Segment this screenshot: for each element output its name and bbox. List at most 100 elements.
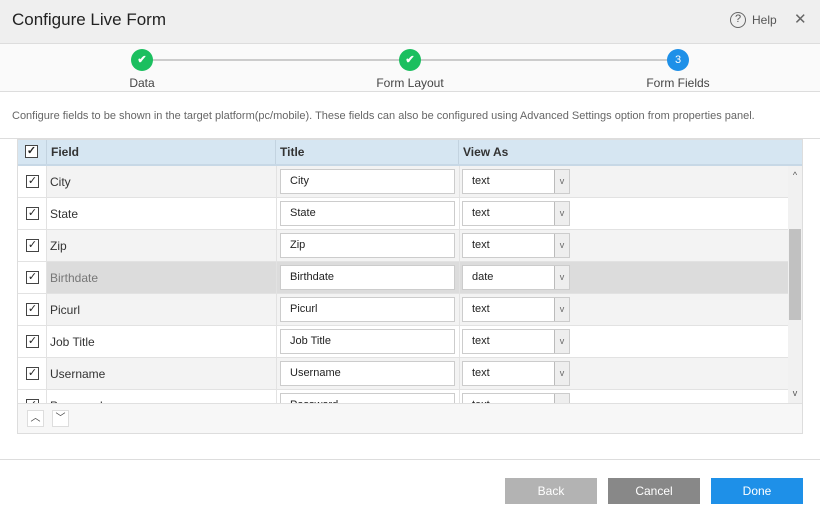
scroll-up-icon[interactable]: ^ (792, 170, 798, 180)
field-name: Password (50, 399, 103, 403)
close-icon[interactable]: ✕ (794, 11, 807, 28)
view-as-value: text (472, 207, 490, 219)
column-divider (459, 198, 460, 229)
divider (0, 138, 820, 139)
table-row[interactable]: ✓ State State text v (18, 198, 788, 230)
column-divider (276, 294, 277, 325)
checkbox-cell: ✓ (18, 262, 47, 293)
table-row[interactable]: ✓ City City text v (18, 166, 788, 198)
title-input[interactable]: Password (280, 393, 455, 403)
view-as-select[interactable]: date v (462, 265, 570, 290)
title-input[interactable]: Picurl (280, 297, 455, 322)
check-icon: ✔ (131, 49, 153, 71)
view-as-select[interactable]: text v (462, 169, 570, 194)
step-label: Form Fields (646, 76, 710, 90)
move-up-button[interactable]: ︿ (27, 410, 44, 427)
view-as-select[interactable]: text v (462, 329, 570, 354)
table-body: ✓ City City text v ✓ State State text v ✓ Zi… (18, 166, 788, 403)
column-title[interactable]: Title (276, 140, 459, 164)
view-as-select[interactable]: text v (462, 201, 570, 226)
scrollbar[interactable]: ^ v (788, 166, 802, 403)
field-name: City (50, 175, 71, 189)
select-all-cell: ✓ (18, 140, 47, 164)
title-input[interactable]: Zip (280, 233, 455, 258)
field-checkbox[interactable]: ✓ (26, 367, 39, 380)
view-as-value: text (472, 303, 490, 315)
checkbox-cell: ✓ (18, 166, 47, 197)
step-label: Form Layout (376, 76, 444, 90)
fields-table: ✓ Field Title View As ✓ City City text v ✓… (17, 139, 803, 434)
chevron-down-icon[interactable]: v (554, 234, 569, 257)
view-as-value: text (472, 367, 490, 379)
view-as-value: text (472, 335, 490, 347)
wizard-steps: ✔ Data ✔ Form Layout 3 Form Fields (0, 44, 820, 92)
table-row[interactable]: ✓ Picurl Picurl text v (18, 294, 788, 326)
view-as-value: text (472, 239, 490, 251)
checkbox-cell: ✓ (18, 230, 47, 261)
table-row[interactable]: ✓ Job Title Job Title text v (18, 326, 788, 358)
field-checkbox[interactable]: ✓ (26, 175, 39, 188)
table-header: ✓ Field Title View As (18, 140, 802, 166)
field-name: Zip (50, 239, 67, 253)
chevron-down-icon[interactable]: v (554, 202, 569, 225)
column-field[interactable]: Field (47, 140, 276, 164)
cancel-button[interactable]: Cancel (608, 478, 700, 504)
field-name: Username (50, 367, 106, 381)
column-divider (276, 326, 277, 357)
field-checkbox[interactable]: ✓ (26, 399, 39, 403)
table-row[interactable]: ✓ Password Password text v (18, 390, 788, 403)
column-divider (459, 294, 460, 325)
help-button[interactable]: ? Help (730, 12, 777, 28)
field-name: Birthdate (50, 271, 99, 285)
description-text: Configure fields to be shown in the targ… (12, 110, 755, 122)
field-checkbox[interactable]: ✓ (26, 207, 39, 220)
chevron-down-icon[interactable]: v (554, 330, 569, 353)
title-input[interactable]: City (280, 169, 455, 194)
move-down-button[interactable]: ﹀ (52, 410, 69, 427)
chevron-down-icon[interactable]: v (554, 362, 569, 385)
table-row[interactable]: ✓ Birthdate Birthdate date v (18, 262, 788, 294)
dialog-header: Configure Live Form ? Help ✕ (0, 0, 820, 44)
step-form-fields[interactable]: 3 Form Fields (618, 49, 738, 90)
step-connector (142, 59, 410, 61)
back-button[interactable]: Back (505, 478, 597, 504)
column-divider (276, 166, 277, 197)
field-checkbox[interactable]: ✓ (26, 271, 39, 284)
checkbox-cell: ✓ (18, 390, 47, 403)
column-divider (276, 358, 277, 389)
chevron-down-icon[interactable]: v (554, 266, 569, 289)
column-divider (459, 262, 460, 293)
scrollbar-thumb[interactable] (789, 229, 801, 320)
divider (0, 459, 820, 460)
step-connector (410, 59, 678, 61)
view-as-select[interactable]: text v (462, 233, 570, 258)
scroll-down-icon[interactable]: v (792, 388, 798, 398)
step-label: Data (129, 76, 155, 90)
table-row[interactable]: ✓ Username Username text v (18, 358, 788, 390)
chevron-down-icon[interactable]: v (554, 170, 569, 193)
chevron-down-icon[interactable]: v (554, 298, 569, 321)
checkbox-cell: ✓ (18, 358, 47, 389)
dialog-title: Configure Live Form (12, 10, 167, 29)
field-checkbox[interactable]: ✓ (26, 239, 39, 252)
column-view-as[interactable]: View As (463, 145, 509, 159)
step-form-layout[interactable]: ✔ Form Layout (350, 49, 470, 90)
title-input[interactable]: State (280, 201, 455, 226)
chevron-down-icon[interactable]: v (554, 394, 569, 403)
view-as-select[interactable]: text v (462, 361, 570, 386)
step-data[interactable]: ✔ Data (82, 49, 202, 90)
table-footer: ︿ ﹀ (18, 403, 802, 433)
field-checkbox[interactable]: ✓ (26, 303, 39, 316)
check-icon: ✔ (399, 49, 421, 71)
title-input[interactable]: Username (280, 361, 455, 386)
select-all-checkbox[interactable]: ✓ (25, 145, 38, 158)
checkbox-cell: ✓ (18, 198, 47, 229)
title-input[interactable]: Birthdate (280, 265, 455, 290)
view-as-select[interactable]: text v (462, 393, 570, 403)
field-checkbox[interactable]: ✓ (26, 335, 39, 348)
column-divider (459, 166, 460, 197)
title-input[interactable]: Job Title (280, 329, 455, 354)
view-as-select[interactable]: text v (462, 297, 570, 322)
table-row[interactable]: ✓ Zip Zip text v (18, 230, 788, 262)
done-button[interactable]: Done (711, 478, 803, 504)
